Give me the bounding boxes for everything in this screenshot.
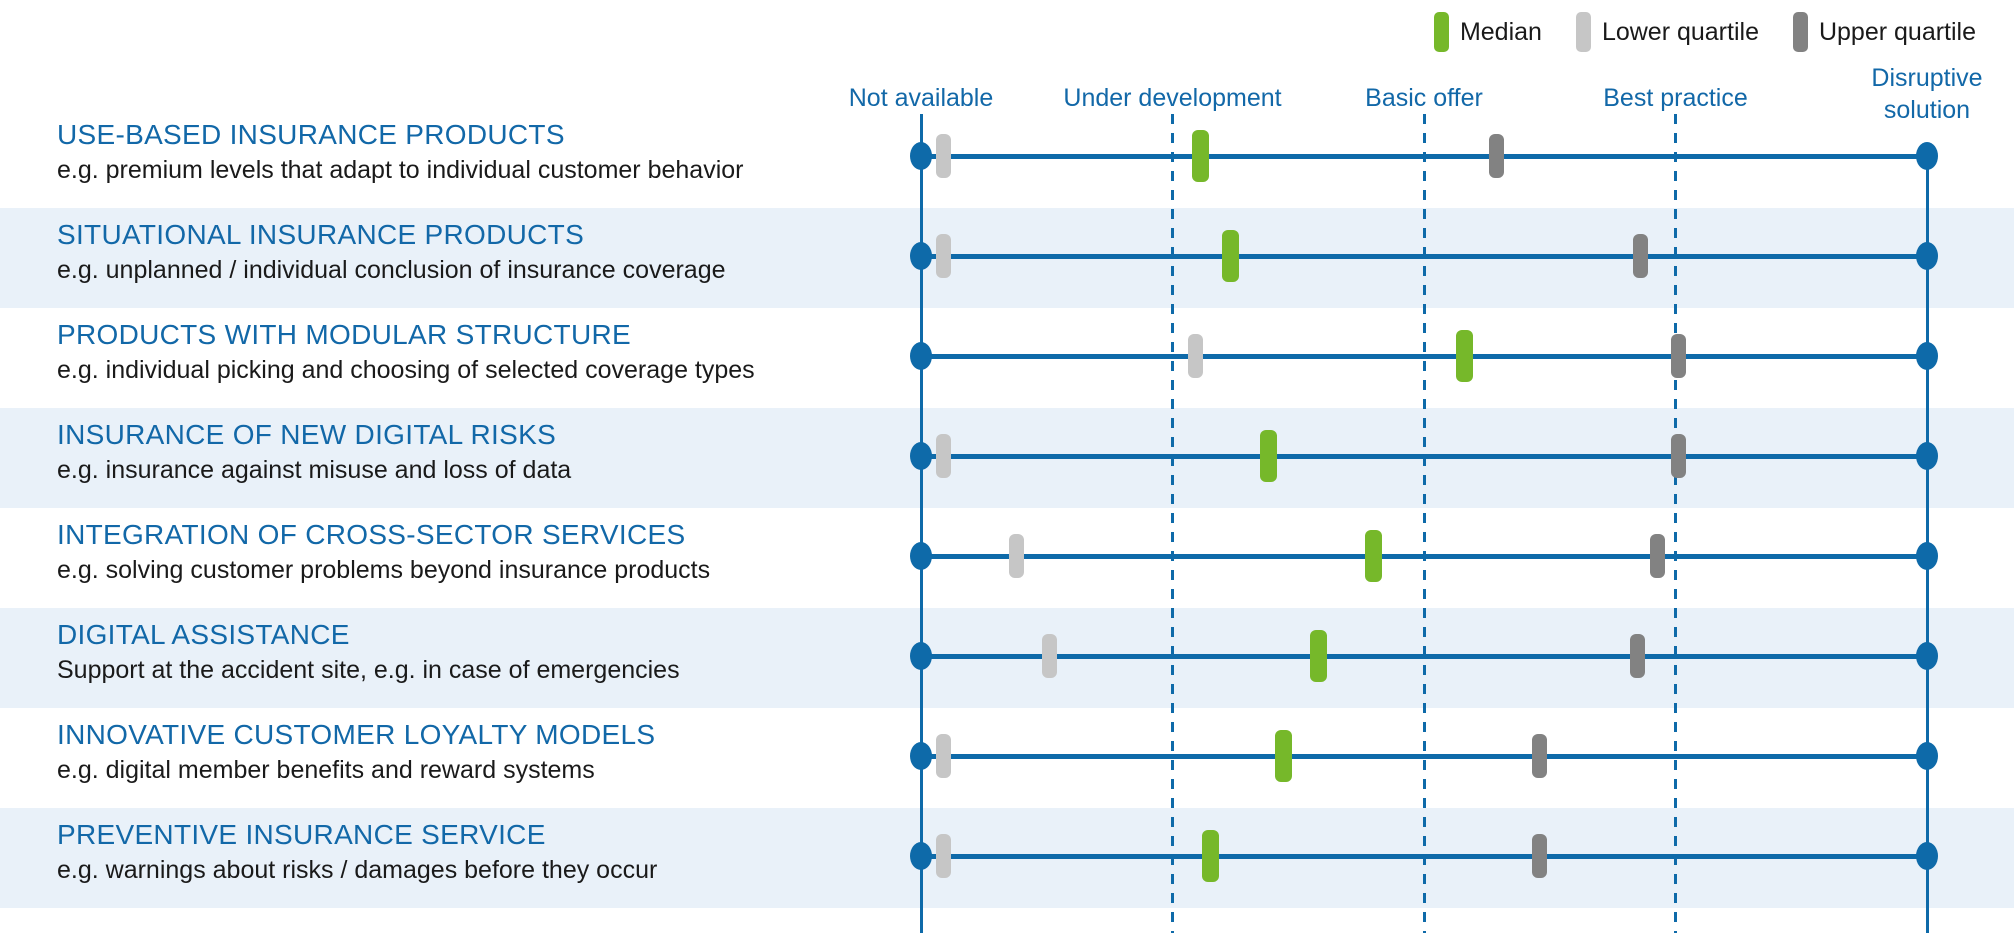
- row-band: INSURANCE OF NEW DIGITAL RISKS e.g. insur…: [0, 408, 2014, 508]
- lower-marker: [936, 734, 952, 778]
- axis-endpoint-dot: [1916, 242, 1938, 270]
- lower-marker: [1187, 334, 1203, 378]
- lower-marker: [936, 234, 952, 278]
- median-marker: [1309, 630, 1327, 682]
- row-title: INTEGRATION OF CROSS-SECTOR SERVICES: [57, 519, 686, 550]
- lower-marker: [936, 134, 952, 178]
- axis-endpoint-dot: [910, 742, 932, 770]
- scale-gridline-best-practice: [1674, 114, 1677, 933]
- row-axis-line: [921, 253, 1927, 259]
- upper-marker: [1532, 734, 1548, 778]
- upper-marker: [1650, 534, 1666, 578]
- scale-label-disruptive-solution: Disruptive solution: [1871, 64, 1983, 124]
- median-legend-swatch-icon: [1433, 12, 1449, 52]
- scale-gridline-under-development: [1171, 114, 1174, 933]
- row-subtitle: e.g. digital member benefits and reward …: [57, 756, 595, 784]
- row-subtitle: e.g. solving customer problems beyond in…: [57, 556, 711, 584]
- axis-endpoint-dot: [1916, 342, 1938, 370]
- axis-endpoint-dot: [1916, 542, 1938, 570]
- row-axis-line: [921, 753, 1927, 759]
- median-marker: [1365, 530, 1383, 582]
- axis-endpoint-dot: [910, 342, 932, 370]
- row-axis-line: [921, 653, 1927, 659]
- axis-endpoint-dot: [910, 642, 932, 670]
- scale-label-not-available: Not available: [848, 84, 994, 112]
- row-subtitle: e.g. unplanned / individual conclusion o…: [57, 256, 726, 284]
- scale-label-basic-offer: Basic offer: [1365, 84, 1483, 112]
- row-subtitle: e.g. premium levels that adapt to indivi…: [57, 156, 744, 184]
- scale-gridline-basic-offer: [1422, 114, 1426, 933]
- axis-endpoint-dot: [910, 242, 932, 270]
- legend-item-lower: Lower quartile: [1575, 12, 1759, 52]
- median-marker: [1201, 830, 1219, 882]
- legend-label: Median: [1459, 17, 1542, 46]
- legend-item-median: Median: [1433, 12, 1542, 52]
- scale-label-under-development: Under development: [1063, 84, 1282, 112]
- axis-endpoint-dot: [1916, 442, 1938, 470]
- legend-label: Upper quartile: [1818, 17, 1976, 46]
- upper-marker: [1532, 834, 1548, 878]
- axis-endpoint-dot: [910, 442, 932, 470]
- upper-marker: [1489, 134, 1505, 178]
- row-axis-line: [921, 453, 1927, 459]
- row-subtitle: e.g. warnings about risks / damages befo…: [57, 856, 658, 884]
- row-axis-line: [921, 353, 1927, 359]
- axis-endpoint-dot: [910, 142, 932, 170]
- scale-axis-line-not-available: [919, 114, 923, 933]
- row-band: INNOVATIVE CUSTOMER LOYALTY MODELS e.g. d…: [0, 708, 2014, 808]
- row-subtitle: e.g. insurance against misuse and loss o…: [57, 456, 572, 484]
- lower-legend-swatch-icon: [1575, 12, 1591, 52]
- row-title: SITUATIONAL INSURANCE PRODUCTS: [57, 219, 585, 250]
- median-marker: [1455, 330, 1473, 382]
- row-axis-line: [921, 553, 1927, 559]
- scale-label-best-practice: Best practice: [1603, 84, 1748, 112]
- row-title: INSURANCE OF NEW DIGITAL RISKS: [57, 419, 557, 450]
- lower-marker: [1041, 634, 1057, 678]
- lower-marker: [936, 834, 952, 878]
- axis-endpoint-dot: [1916, 842, 1938, 870]
- median-marker: [1259, 430, 1277, 482]
- axis-endpoint-dot: [1916, 142, 1938, 170]
- lower-marker: [1009, 534, 1025, 578]
- row-title: INNOVATIVE CUSTOMER LOYALTY MODELS: [57, 719, 656, 750]
- legend: Median Lower quartile Upper quartile: [1433, 12, 1976, 52]
- row-band: USE-BASED INSURANCE PRODUCTS e.g. premium…: [0, 108, 2014, 208]
- legend-item-upper: Upper quartile: [1792, 12, 1976, 52]
- median-marker: [1274, 730, 1292, 782]
- axis-endpoint-dot: [910, 542, 932, 570]
- row-subtitle: Support at the accident site, e.g. in ca…: [57, 656, 680, 684]
- row-title: PRODUCTS WITH MODULAR STRUCTURE: [57, 319, 631, 350]
- median-marker: [1191, 130, 1209, 182]
- row-band: PRODUCTS WITH MODULAR STRUCTURE e.g. indi…: [0, 308, 2014, 408]
- median-marker: [1221, 230, 1239, 282]
- upper-marker: [1670, 434, 1686, 478]
- legend-label: Lower quartile: [1601, 17, 1759, 46]
- upper-marker: [1670, 334, 1686, 378]
- upper-marker: [1630, 634, 1646, 678]
- row-axis-line: [921, 853, 1927, 859]
- upper-legend-swatch-icon: [1792, 12, 1808, 52]
- row-axis-line: [921, 153, 1927, 159]
- row-subtitle: e.g. individual picking and choosing of …: [57, 356, 755, 384]
- row-title: DIGITAL ASSISTANCE: [57, 619, 350, 650]
- axis-endpoint-dot: [910, 842, 932, 870]
- upper-marker: [1632, 234, 1648, 278]
- row-band: INTEGRATION OF CROSS-SECTOR SERVICES e.g.…: [0, 508, 2014, 608]
- lower-marker: [936, 434, 952, 478]
- row-title: USE-BASED INSURANCE PRODUCTS: [57, 119, 565, 150]
- axis-endpoint-dot: [1916, 742, 1938, 770]
- row-title: PREVENTIVE INSURANCE SERVICE: [57, 819, 546, 850]
- axis-endpoint-dot: [1916, 642, 1938, 670]
